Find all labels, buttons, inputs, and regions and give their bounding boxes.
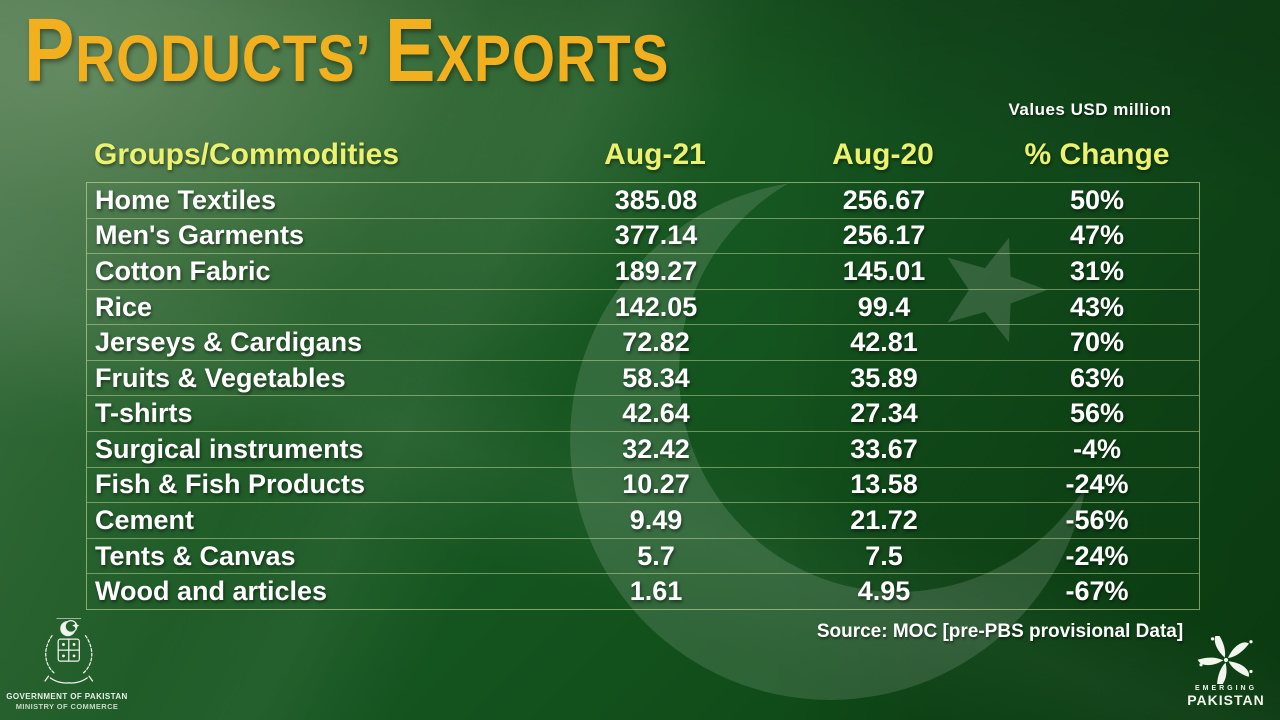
cell-aug20: 256.67 xyxy=(842,184,926,215)
cell-change: -56% xyxy=(1065,504,1129,535)
table-row: Cotton Fabric 189.27 145.01 31% xyxy=(87,254,1199,290)
cell-aug21: 1.61 xyxy=(629,576,683,607)
cell-aug21: 5.7 xyxy=(637,540,675,571)
page-title: PRODUCTS’ EXPORTS xyxy=(24,6,669,96)
cell-change: 50% xyxy=(1069,184,1125,215)
emerging-pakistan-footer: EMERGING PAKISTAN xyxy=(1178,636,1274,708)
cell-aug21: 189.27 xyxy=(614,255,698,286)
cell-name: Cement xyxy=(95,504,195,535)
cell-name: T-shirts xyxy=(95,398,193,429)
unit-note: Values USD million xyxy=(1008,100,1172,119)
cell-name: Cotton Fabric xyxy=(95,255,271,286)
table-row: Fruits & Vegetables 58.34 35.89 63% xyxy=(87,361,1199,397)
header-aug20: Aug-20 xyxy=(832,138,934,171)
cell-aug20: 21.72 xyxy=(850,504,918,535)
brand-line1: EMERGING xyxy=(1194,685,1258,692)
cell-change: 63% xyxy=(1069,362,1125,393)
header-aug21: Aug-21 xyxy=(604,138,706,171)
cell-name: Home Textiles xyxy=(95,184,277,215)
cell-aug20: 27.34 xyxy=(850,398,918,429)
cell-aug20: 99.4 xyxy=(857,291,911,322)
cell-aug21: 9.49 xyxy=(629,504,683,535)
cell-name: Jerseys & Cardigans xyxy=(95,327,363,358)
table-row: Tents & Canvas 5.7 7.5 -24% xyxy=(87,539,1199,575)
cell-aug20: 7.5 xyxy=(865,540,903,571)
cell-aug21: 72.82 xyxy=(622,327,690,358)
cell-aug20: 256.17 xyxy=(842,220,926,251)
cell-aug20: 145.01 xyxy=(842,255,926,286)
government-footer: GOVERNMENT OF PAKISTAN MINISTRY OF COMME… xyxy=(4,618,130,711)
cell-change: 56% xyxy=(1069,398,1125,429)
cell-aug21: 10.27 xyxy=(622,469,690,500)
cell-change: -24% xyxy=(1065,469,1129,500)
cell-change: 47% xyxy=(1069,220,1125,251)
table-row: Rice 142.05 99.4 43% xyxy=(87,290,1199,326)
title-word2-rest: XPORTS xyxy=(436,21,670,95)
cell-change: 70% xyxy=(1069,327,1125,358)
table-row: Men's Garments 377.14 256.17 47% xyxy=(87,219,1199,255)
cell-change: 43% xyxy=(1069,291,1125,322)
cell-aug20: 33.67 xyxy=(850,433,918,464)
cell-aug21: 32.42 xyxy=(622,433,690,464)
cell-name: Tents & Canvas xyxy=(95,540,296,571)
exports-table: Home Textiles 385.08 256.67 50% Men's Garmen… xyxy=(86,182,1200,610)
cell-change: -24% xyxy=(1065,540,1129,571)
cell-name: Fruits & Vegetables xyxy=(95,362,346,393)
title-word1-initial: P xyxy=(24,1,76,101)
source-note: Source: MOC [pre-PBS provisional Data] xyxy=(816,621,1184,642)
header-commodities: Groups/Commodities xyxy=(94,138,400,171)
table-row: Fish & Fish Products 10.27 13.58 -24% xyxy=(87,468,1199,504)
government-caption-line1: GOVERNMENT OF PAKISTAN xyxy=(6,692,128,701)
cell-aug20: 13.58 xyxy=(850,469,918,500)
cell-change: 31% xyxy=(1069,255,1125,286)
table-row: Surgical instruments 32.42 33.67 -4% xyxy=(87,432,1199,468)
emerging-pakistan-swirl-icon xyxy=(1197,636,1253,684)
cell-aug20: 42.81 xyxy=(850,327,918,358)
cell-aug20: 4.95 xyxy=(857,576,911,607)
title-word2-initial: E xyxy=(384,1,437,101)
cell-name: Wood and articles xyxy=(95,576,328,607)
cell-name: Rice xyxy=(95,291,153,322)
cell-aug21: 42.64 xyxy=(622,398,690,429)
cell-aug21: 142.05 xyxy=(614,291,698,322)
cell-change: -67% xyxy=(1065,576,1129,607)
header-change: % Change xyxy=(1024,138,1170,171)
brand-line2: PAKISTAN xyxy=(1187,692,1265,709)
cell-aug21: 385.08 xyxy=(614,184,698,215)
table-header-row: Groups/Commodities Aug-21 Aug-20 % Chang… xyxy=(86,132,1200,178)
cell-aug21: 377.14 xyxy=(614,220,698,251)
cell-name: Men's Garments xyxy=(95,220,304,251)
table-row: Jerseys & Cardigans 72.82 42.81 70% xyxy=(87,325,1199,361)
cell-name: Surgical instruments xyxy=(95,433,364,464)
government-caption-line2: MINISTRY OF COMMERCE xyxy=(15,702,119,711)
table-row: Wood and articles 1.61 4.95 -67% xyxy=(87,574,1199,609)
cell-name: Fish & Fish Products xyxy=(95,469,366,500)
table-row: Home Textiles 385.08 256.67 50% xyxy=(87,183,1199,219)
cell-aug20: 35.89 xyxy=(850,362,918,393)
table-row: T-shirts 42.64 27.34 56% xyxy=(87,396,1199,433)
table-row: Cement 9.49 21.72 -56% xyxy=(87,503,1199,539)
cell-aug21: 58.34 xyxy=(622,362,690,393)
cell-change: -4% xyxy=(1072,433,1121,464)
pakistan-state-emblem-icon xyxy=(44,618,94,684)
title-word1-rest: RODUCTS’ xyxy=(75,21,372,95)
